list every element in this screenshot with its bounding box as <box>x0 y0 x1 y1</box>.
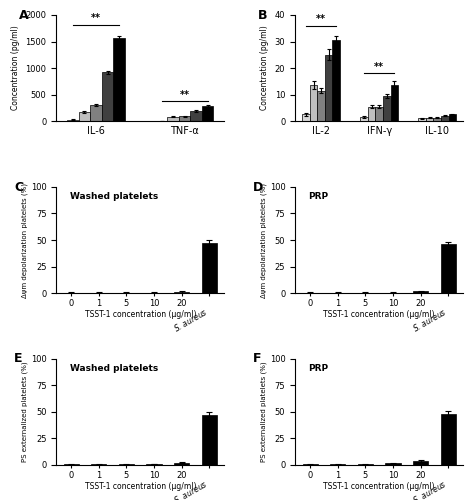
Text: PRP: PRP <box>308 364 329 373</box>
Bar <box>383 96 390 121</box>
Bar <box>310 86 317 121</box>
Bar <box>64 292 79 293</box>
Text: A: A <box>19 8 29 22</box>
Bar <box>358 464 373 465</box>
Text: $S$. $aureus$: $S$. $aureus$ <box>171 478 209 500</box>
Bar <box>174 463 189 465</box>
Bar <box>90 105 102 121</box>
Bar <box>390 86 398 121</box>
Text: $S$. $aureus$: $S$. $aureus$ <box>410 478 448 500</box>
Text: C: C <box>14 180 23 194</box>
Bar <box>358 292 373 293</box>
Bar <box>433 118 441 121</box>
Y-axis label: PS externalized platelets (%): PS externalized platelets (%) <box>22 362 28 462</box>
Bar <box>119 292 134 293</box>
Text: D: D <box>253 180 263 194</box>
Bar <box>64 464 79 465</box>
Bar <box>91 464 107 465</box>
Bar <box>146 464 161 465</box>
X-axis label: TSST-1 concentration (μg/ml): TSST-1 concentration (μg/ml) <box>323 482 435 492</box>
Bar <box>167 116 179 121</box>
Bar <box>179 116 190 121</box>
Bar <box>368 106 375 121</box>
Text: **: ** <box>91 13 101 23</box>
Bar <box>303 292 318 293</box>
Bar <box>332 40 340 121</box>
Bar <box>325 55 332 121</box>
Bar <box>375 106 383 121</box>
Bar <box>202 243 217 293</box>
Y-axis label: Concentration (pg/ml): Concentration (pg/ml) <box>11 26 20 110</box>
Bar <box>190 111 202 121</box>
Bar <box>330 292 345 293</box>
Y-axis label: Concentration (pg/ml): Concentration (pg/ml) <box>260 26 269 110</box>
Bar <box>386 464 401 465</box>
Text: $S$. $aureus$: $S$. $aureus$ <box>171 306 209 334</box>
Bar <box>448 114 456 121</box>
Bar <box>67 120 79 121</box>
X-axis label: TSST-1 concentration (μg/ml): TSST-1 concentration (μg/ml) <box>323 310 435 320</box>
Text: E: E <box>14 352 22 366</box>
Bar <box>441 116 448 121</box>
Text: PRP: PRP <box>308 192 329 201</box>
Bar <box>119 464 134 465</box>
X-axis label: TSST-1 concentration (μg/ml): TSST-1 concentration (μg/ml) <box>85 482 196 492</box>
Text: Washed platelets: Washed platelets <box>70 364 158 373</box>
Bar <box>146 292 161 293</box>
Text: Washed platelets: Washed platelets <box>70 192 158 201</box>
Text: F: F <box>253 352 262 366</box>
Bar <box>113 38 125 121</box>
Bar <box>202 415 217 465</box>
Text: $S$. $aureus$: $S$. $aureus$ <box>410 306 448 334</box>
Bar <box>91 292 107 293</box>
Text: **: ** <box>180 90 190 101</box>
Bar <box>413 292 428 293</box>
Text: B: B <box>258 8 268 22</box>
Bar <box>302 114 310 121</box>
Bar <box>174 292 189 293</box>
Y-axis label: Δψm depolarization platelets (%): Δψm depolarization platelets (%) <box>260 182 267 298</box>
Text: **: ** <box>316 14 326 24</box>
Y-axis label: PS externalized platelets (%): PS externalized platelets (%) <box>260 362 267 462</box>
X-axis label: TSST-1 concentration (μg/ml): TSST-1 concentration (μg/ml) <box>85 310 196 320</box>
Bar <box>102 72 113 121</box>
Bar <box>360 117 368 121</box>
Bar <box>440 414 456 465</box>
Bar <box>413 462 428 465</box>
Text: **: ** <box>374 62 384 72</box>
Bar <box>303 464 318 465</box>
Bar <box>202 106 213 121</box>
Bar <box>330 464 345 465</box>
Bar <box>426 118 433 121</box>
Y-axis label: Δψm depolarization platelets (%): Δψm depolarization platelets (%) <box>22 182 28 298</box>
Bar <box>386 292 401 293</box>
Bar <box>440 244 456 293</box>
Bar <box>79 112 90 121</box>
Bar <box>418 118 426 121</box>
Bar <box>317 90 325 121</box>
